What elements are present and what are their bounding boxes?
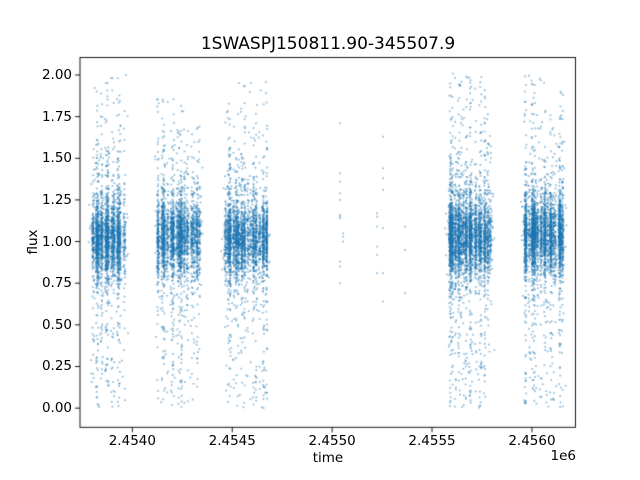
x-axis-offset-label: 1e6 [550, 448, 576, 464]
y-tick-label: 1.50 [41, 150, 72, 167]
y-tick-label: 0.50 [41, 316, 72, 333]
y-tick-label: 0.75 [41, 275, 72, 292]
x-tick-label: 2.4545 [208, 433, 256, 449]
x-tick-label: 2.4550 [308, 433, 356, 449]
x-tick-label: 2.4560 [508, 433, 556, 449]
y-tick-label: 0.25 [41, 358, 72, 375]
x-tick-label: 2.4540 [108, 433, 156, 449]
y-axis-label: flux [25, 229, 41, 255]
x-tick-label: 2.4555 [408, 433, 456, 449]
y-tick-label: 2.00 [41, 66, 72, 83]
x-axis-label: time [312, 450, 344, 466]
y-tick-label: 0.00 [41, 400, 72, 417]
chart-title: 1SWASPJ150811.90-345507.9 [200, 34, 456, 54]
y-tick-label: 1.00 [41, 233, 72, 250]
y-tick-label: 1.75 [41, 108, 72, 125]
y-tick-label: 1.25 [41, 191, 72, 208]
